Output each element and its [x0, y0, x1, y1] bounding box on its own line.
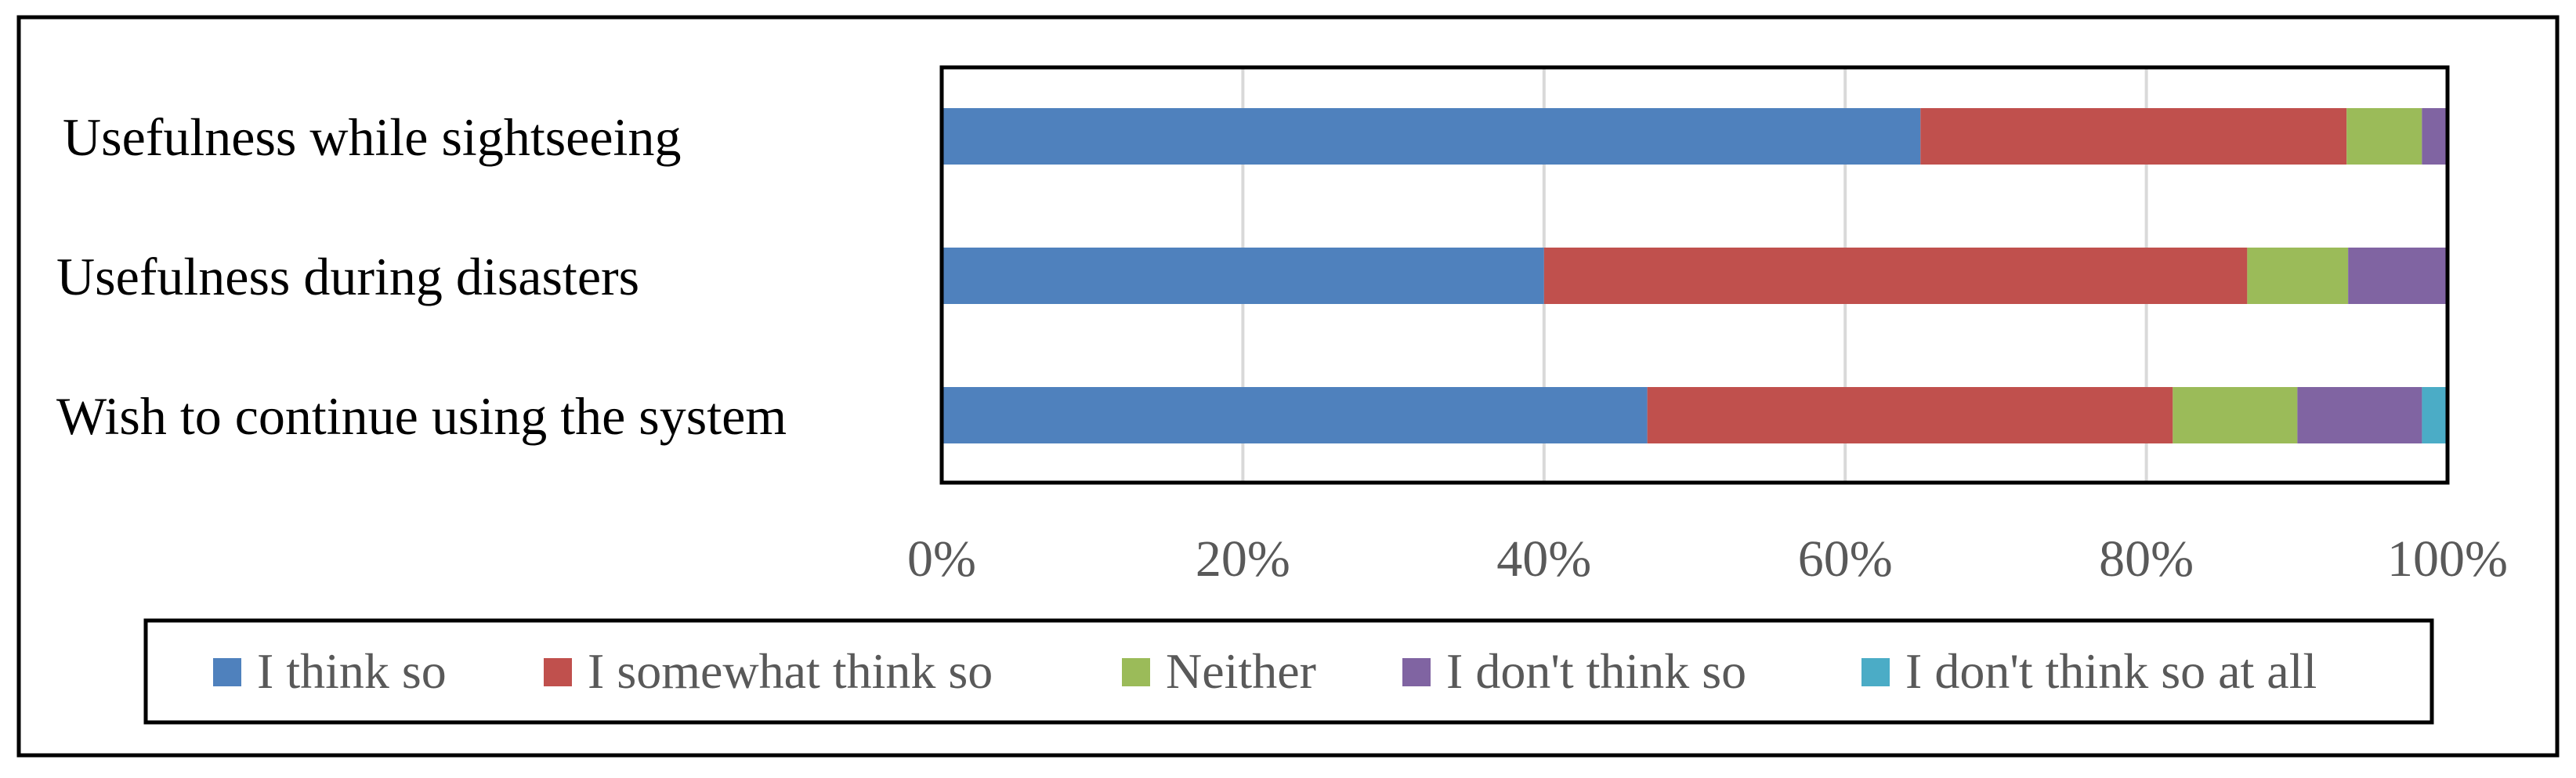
bars [942, 108, 2448, 443]
category-label-usefulness-during-disasters: Usefulness during disasters [56, 247, 639, 306]
bar-usefulness-during-disasters-i-don-t-think-so [2348, 248, 2448, 304]
legend-entries: I think so I somewhat think so Neither I do… [213, 643, 2317, 699]
bar-usefulness-during-disasters-i-somewhat-think-so [1543, 248, 2248, 304]
legend-swatch-neither [1122, 658, 1150, 686]
bar-wish-to-continue-using-the-system-i-don-t-think-so-at-all [2422, 387, 2448, 443]
legend-swatch-i-don-t-think-so [1402, 658, 1431, 686]
x-axis-ticks: 0% 20% 40% 60% 80% 100% [907, 530, 2508, 588]
x-tick-label-80: 80% [2099, 530, 2194, 588]
x-tick-label-60: 60% [1798, 530, 1893, 588]
x-tick-label-0: 0% [907, 530, 976, 588]
bar-wish-to-continue-using-the-system-i-think-so [942, 387, 1648, 443]
legend-swatch-i-don-t-think-so-at-all [1861, 658, 1890, 686]
bar-usefulness-while-sightseeing-i-think-so [942, 108, 1921, 165]
x-tick-label-40: 40% [1496, 530, 1591, 588]
category-label-usefulness-while-sightseeing: Usefulness while sightseeing [63, 107, 681, 167]
category-labels: Usefulness while sightseeing Usefulness d… [56, 107, 787, 446]
legend-label-i-somewhat-think-so: I somewhat think so [588, 643, 993, 699]
bar-usefulness-while-sightseeing-i-somewhat-think-so [1920, 108, 2347, 165]
bar-wish-to-continue-using-the-system-i-don-t-think-so [2297, 387, 2422, 443]
bar-usefulness-during-disasters-i-think-so [942, 248, 1544, 304]
legend-box [143, 618, 2434, 725]
bar-usefulness-during-disasters-neither [2247, 248, 2349, 304]
x-tick-label-20: 20% [1196, 530, 1290, 588]
x-tick-label-100: 100% [2387, 530, 2508, 588]
legend-label-i-don-t-think-so: I don't think so [1446, 643, 1746, 699]
legend-swatch-i-somewhat-think-so [544, 658, 572, 686]
category-label-wish-to-continue-using-the-system: Wish to continue using the system [56, 386, 787, 446]
legend-label-neither: Neither [1166, 643, 1316, 699]
legend-label-i-don-t-think-so-at-all: I don't think so at all [1905, 643, 2317, 699]
legend-swatch-i-think-so [213, 658, 241, 686]
bar-wish-to-continue-using-the-system-neither [2173, 387, 2298, 443]
legend-label-i-think-so: I think so [257, 643, 447, 699]
legend: I think so I somewhat think so Neither I do… [143, 618, 2434, 725]
bar-wish-to-continue-using-the-system-i-somewhat-think-so [1647, 387, 2173, 443]
bar-usefulness-while-sightseeing-neither [2346, 108, 2422, 165]
plot-area-border [939, 65, 2450, 485]
bar-usefulness-while-sightseeing-i-don-t-think-so [2422, 108, 2448, 165]
